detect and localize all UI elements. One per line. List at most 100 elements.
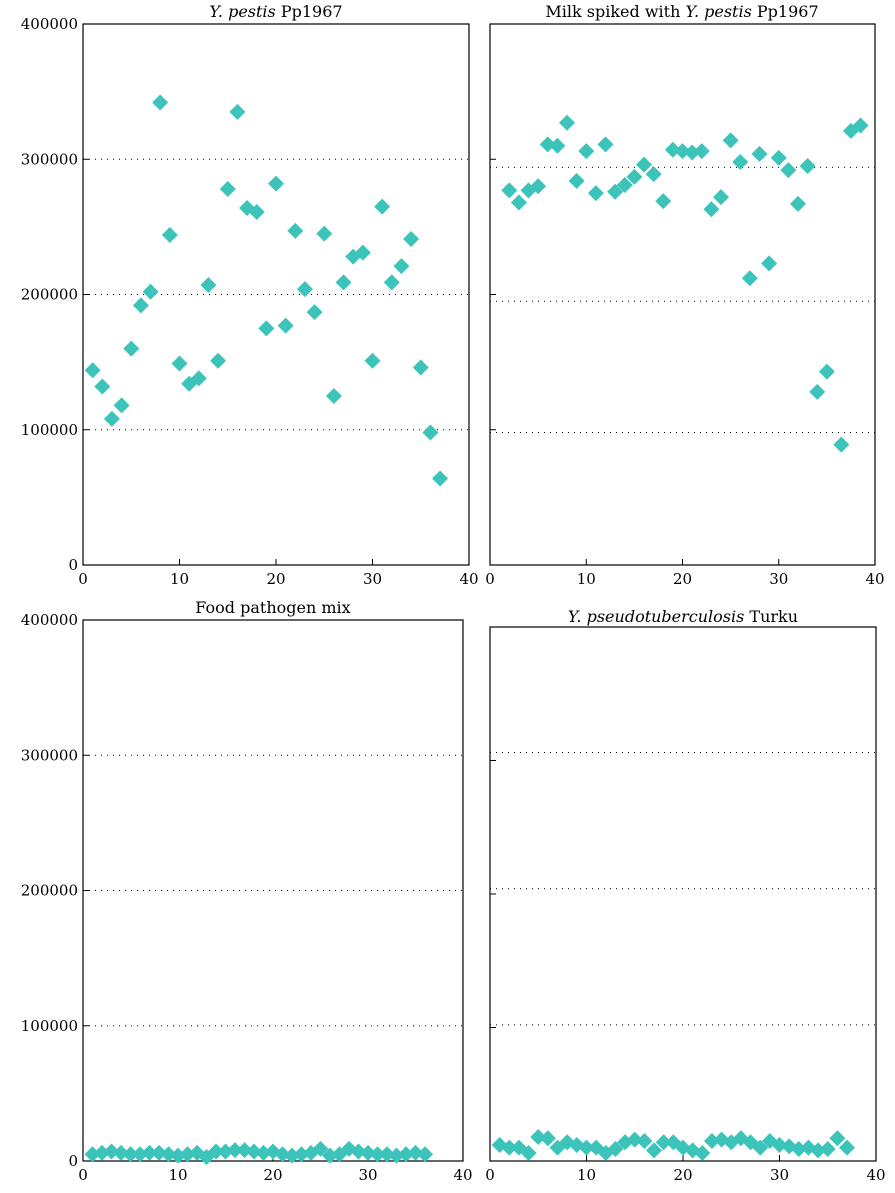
data-point-28	[350, 1143, 367, 1160]
data-point-5	[132, 1146, 148, 1163]
x-tick-label-0: 0	[78, 570, 88, 588]
x-tick-label-2: 20	[673, 1166, 692, 1184]
data-point-3	[113, 1144, 129, 1161]
data-point-18	[258, 320, 275, 337]
data-point-6	[142, 283, 159, 300]
data-point-0	[84, 1146, 101, 1163]
data-point-36	[432, 470, 449, 487]
data-point-22	[713, 189, 729, 206]
data-point-20	[277, 317, 294, 334]
panel-milk-spiked: Milk spiked with Y. pestis Pp1967 0 10 20 30…	[485, 2, 884, 588]
data-point-3	[113, 397, 130, 414]
data-point-25	[741, 270, 758, 287]
data-point-15	[645, 166, 662, 183]
data-point-16	[646, 1142, 663, 1159]
plot-frame	[489, 626, 877, 1162]
data-point-15	[227, 1142, 243, 1159]
data-point-34	[407, 1144, 424, 1161]
x-tick-label-3: 30	[358, 1166, 377, 1184]
chart-title-part-0: Y. pestis	[209, 2, 275, 21]
chart-title: Y. pseudotuberculosis Turku	[568, 607, 798, 626]
y-tick-label-1: 100000	[21, 1017, 78, 1035]
data-point-22	[296, 281, 313, 298]
data-point-14	[626, 1131, 643, 1148]
y-tick-label-2: 200000	[21, 882, 78, 900]
data-point-21	[284, 1147, 300, 1164]
y-tick-label-3: 300000	[21, 150, 78, 168]
data-point-25	[325, 387, 342, 404]
data-point-36	[852, 117, 869, 134]
data-point-31	[383, 274, 400, 291]
panel-yersinia-pestis: Y. pestis Pp1967 0 10 20 30 40 0 100000 200000 30…	[21, 2, 479, 588]
chart-title-part-1: Y. pestis	[685, 2, 751, 21]
data-point-33	[810, 1142, 827, 1159]
data-point-27	[761, 255, 778, 272]
data-point-10	[597, 136, 614, 153]
data-point-27	[752, 1139, 769, 1156]
y-tick-label-4: 400000	[21, 611, 78, 629]
chart-title-part-0: Food pathogen mix	[195, 598, 350, 617]
y-tick-label-0: 0	[68, 1152, 78, 1170]
data-point-8	[578, 143, 595, 160]
x-tick-label-2: 20	[673, 570, 692, 588]
data-point-6	[141, 1144, 158, 1161]
data-point-18	[255, 1144, 272, 1161]
data-point-10	[179, 1146, 196, 1163]
data-point-31	[379, 1146, 395, 1163]
panel-pseudotuberculosis: Y. pseudotuberculosis Turku 0 10 20 30 40	[485, 607, 885, 1184]
data-point-13	[210, 352, 227, 369]
chart-title-part-1: Pp1967	[276, 2, 343, 21]
panel-food-pathogen-mix: Food pathogen mix 0 10 20 30 40 0 100000 200000 3…	[21, 598, 473, 1184]
data-point-12	[607, 1140, 624, 1157]
data-point-14	[217, 1143, 234, 1160]
chart-title: Food pathogen mix	[195, 598, 350, 617]
x-tick-label-2: 20	[266, 570, 285, 588]
data-point-30	[369, 1146, 386, 1163]
data-point-11	[190, 370, 207, 387]
data-point-14	[219, 181, 236, 198]
x-tick-label-0: 0	[485, 1166, 495, 1184]
data-point-12	[200, 277, 217, 294]
data-point-32	[393, 258, 410, 275]
x-tick-label-3: 30	[363, 570, 382, 588]
plot-frame	[489, 23, 876, 566]
data-point-22	[703, 1132, 720, 1149]
data-point-8	[161, 226, 178, 243]
data-point-4	[123, 340, 140, 357]
chart-title: Y. pestis Pp1967	[209, 2, 342, 21]
data-point-33	[403, 231, 420, 248]
data-point-19	[268, 175, 284, 192]
data-point-33	[818, 363, 835, 380]
data-point-31	[790, 1140, 807, 1157]
data-point-29	[771, 1136, 788, 1153]
data-point-24	[732, 153, 749, 170]
data-point-33	[398, 1146, 414, 1163]
data-point-29	[360, 1144, 376, 1161]
data-point-21	[694, 1144, 711, 1161]
x-tick-label-0: 0	[485, 570, 495, 588]
data-point-34	[833, 436, 850, 453]
data-point-21	[703, 201, 720, 218]
chart-title-part-0: Y. pseudotuberculosis	[568, 607, 744, 626]
data-point-2	[103, 1143, 120, 1160]
data-point-3	[530, 178, 547, 195]
data-point-12	[616, 176, 633, 193]
data-point-34	[819, 1140, 836, 1157]
y-tick-label-4: 400000	[21, 15, 78, 33]
data-point-9	[578, 1139, 595, 1156]
x-tick-label-4: 40	[865, 570, 884, 588]
chart-title-part-2: Pp1967	[752, 2, 819, 21]
data-point-20	[274, 1146, 291, 1163]
data-point-7	[568, 172, 585, 189]
data-point-32	[388, 1147, 405, 1164]
y-tick-label-0: 0	[68, 556, 78, 574]
data-point-8	[160, 1146, 177, 1163]
data-point-30	[790, 195, 806, 212]
data-point-17	[248, 203, 265, 220]
data-point-26	[751, 145, 768, 162]
data-point-35	[422, 424, 439, 441]
x-tick-label-3: 30	[769, 570, 788, 588]
data-point-5	[549, 137, 566, 154]
data-point-22	[293, 1146, 310, 1163]
data-point-23	[722, 132, 739, 149]
